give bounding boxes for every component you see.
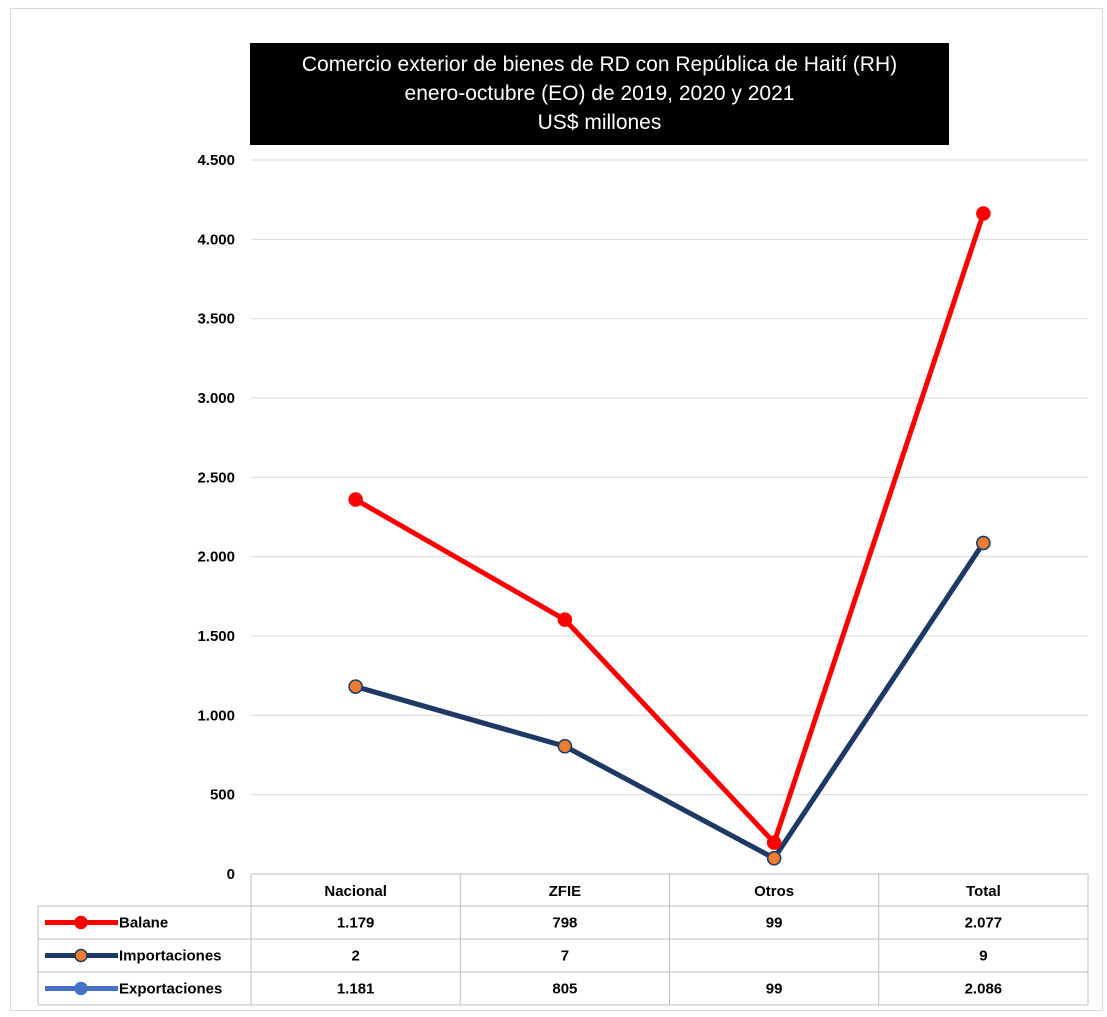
chart-title-line-3: US$ millones xyxy=(537,111,662,134)
legend-key-marker xyxy=(74,981,88,996)
data-point-balane xyxy=(348,492,363,507)
data-point-importaciones xyxy=(976,535,991,551)
category-label: Otros xyxy=(754,883,794,900)
legend-label: Importaciones xyxy=(119,948,222,965)
data-point-importaciones xyxy=(557,739,573,754)
y-tick-label: 3.000 xyxy=(197,390,235,407)
y-tick-label: 2.000 xyxy=(197,549,235,566)
legend-key-marker xyxy=(74,948,88,963)
y-tick-label: 1.500 xyxy=(197,628,235,645)
data-point-balane xyxy=(976,206,991,221)
category-label: ZFIE xyxy=(549,883,582,900)
data-point-balane xyxy=(557,612,573,627)
y-tick-label: 4.500 xyxy=(197,152,235,169)
data-point-balane xyxy=(766,835,782,850)
table-cell-value: 7 xyxy=(561,948,569,965)
y-tick-label: 500 xyxy=(210,787,235,804)
table-cell-value: 805 xyxy=(552,981,577,998)
series-lines xyxy=(354,212,986,861)
table-cell-value: 99 xyxy=(766,915,783,932)
y-tick-label: 2.500 xyxy=(197,469,235,486)
chart-title-line-2: enero-octubre (EO) de 2019, 2020 y 2021 xyxy=(404,82,795,105)
legend-label: Exportaciones xyxy=(119,981,222,998)
category-label: Total xyxy=(966,883,1001,900)
y-tick-label: 0 xyxy=(227,866,235,883)
series-line-importaciones xyxy=(354,541,986,861)
table-cell-value: 9 xyxy=(979,948,987,965)
series-line-exportaciones xyxy=(354,541,986,861)
data-table: Nacional ZFIE Otros Total Balane 1.179 798 99 2.… xyxy=(37,873,1089,1006)
table-cell-value: 1.181 xyxy=(337,981,375,998)
legend-label: Balane xyxy=(119,915,168,932)
gridlines xyxy=(251,159,1088,796)
table-cell-value: 2 xyxy=(351,948,359,965)
category-label: Nacional xyxy=(324,883,387,900)
y-tick-label: 1.000 xyxy=(197,707,235,724)
table-cell-value: 99 xyxy=(766,981,783,998)
chart-title-line-1: Comercio exterior de bienes de RD con Re… xyxy=(301,53,898,76)
chart-title: Comercio exterior de bienes de RD con Re… xyxy=(250,43,949,145)
y-axis: 0 500 1.000 1.500 2.000 2.500 3.000 3.500 4.000 4… xyxy=(197,152,235,883)
y-tick-label: 3.500 xyxy=(197,311,235,328)
series-markers xyxy=(348,206,991,866)
table-cell-value: 2.077 xyxy=(965,915,1003,932)
data-point-importaciones xyxy=(766,851,782,866)
y-tick-label: 4.000 xyxy=(197,231,235,248)
series-line-balane xyxy=(354,212,986,846)
data-point-importaciones xyxy=(348,679,363,694)
chart-frame xyxy=(10,8,1103,1011)
table-cell-value: 2.086 xyxy=(965,981,1003,998)
table-cell-value: 798 xyxy=(552,915,577,932)
legend-key-marker xyxy=(74,915,88,930)
table-cell-value: 1.179 xyxy=(337,915,375,932)
